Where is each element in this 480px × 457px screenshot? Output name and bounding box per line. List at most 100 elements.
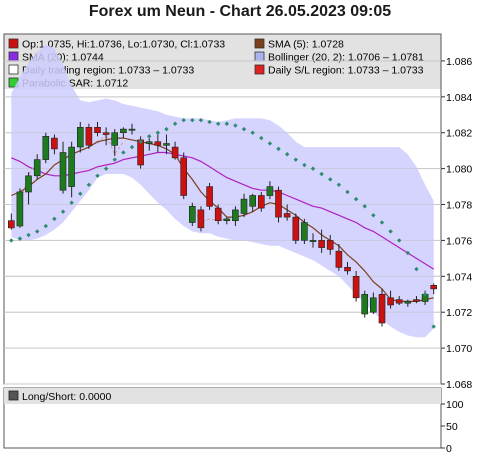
candle-bear — [326, 240, 334, 250]
sar-dot — [155, 130, 161, 135]
sar-dot — [147, 134, 152, 139]
sub-y-tick-label: 0 — [446, 443, 452, 455]
candle-bull — [42, 136, 50, 160]
sar-dot — [103, 166, 109, 171]
candle-bull — [25, 175, 32, 193]
sar-dot — [267, 141, 273, 146]
candle-bear — [102, 132, 110, 135]
y-tick-label: 1.070 — [446, 343, 472, 355]
price-series — [4, 44, 441, 385]
candle-bull — [240, 198, 248, 214]
sar-dot — [181, 117, 186, 123]
legend-swatch — [254, 51, 265, 62]
candle-bull — [68, 146, 75, 187]
sar-dot — [198, 117, 204, 123]
sar-dot — [328, 177, 333, 182]
y-tick-label: 1.074 — [446, 271, 472, 283]
candle-bull — [111, 132, 118, 146]
sar-dot — [293, 157, 298, 162]
sar-dot — [233, 123, 238, 128]
sar-dot — [259, 135, 264, 141]
candle-bull — [33, 159, 41, 177]
candle-bear — [378, 293, 386, 324]
sar-dot — [310, 166, 316, 171]
candle-bull — [404, 301, 412, 304]
candle-bull — [120, 128, 127, 134]
sar-dot — [60, 209, 66, 214]
sar-dot — [414, 266, 419, 272]
legend-entry: Bollinger (20, 2): 1.0706 – 1.0781 — [268, 52, 424, 64]
sar-dot — [224, 121, 230, 126]
sub-y-tick-label: 100 — [446, 399, 464, 411]
y-tick-label: 1.072 — [446, 307, 472, 319]
legend-swatch — [8, 64, 19, 75]
y-tick-label: 1.076 — [446, 235, 472, 247]
candle-bull — [301, 222, 308, 241]
candle-bear — [430, 284, 438, 290]
candle-bull — [77, 127, 84, 148]
y-tick-label: 1.078 — [446, 200, 472, 212]
sar-dot — [397, 238, 402, 243]
legend-swatch — [8, 51, 19, 62]
sub-axis: 100 50 0 — [441, 399, 464, 455]
candle-bull — [232, 209, 239, 221]
sub-legend-background — [4, 388, 441, 404]
candle-bear — [335, 250, 343, 268]
y-tick-label: 1.068 — [446, 379, 472, 391]
sma20-line — [11, 151, 435, 270]
sar-dot — [353, 196, 359, 202]
candle-bull — [145, 141, 153, 144]
sar-dot — [405, 250, 411, 256]
legend-entry: SMA (5): 1.0728 — [268, 39, 344, 51]
sar-dot — [26, 232, 31, 238]
candle-bear — [214, 207, 222, 222]
candle-bear — [292, 216, 300, 241]
sar-dot — [129, 144, 135, 150]
sma5-line — [11, 137, 434, 302]
candle-bear — [413, 299, 420, 302]
bollinger-band — [11, 44, 434, 338]
sar-dot — [34, 229, 40, 234]
sar-dot — [345, 189, 350, 195]
sar-dot — [379, 220, 385, 225]
candle-bull — [309, 240, 317, 242]
sub-legend-text: Long/Short: 0.0000 — [22, 391, 111, 403]
candle-bear — [8, 220, 15, 229]
sub-legend-swatch — [8, 390, 19, 401]
candle-bull — [163, 143, 170, 146]
sar-dot — [241, 126, 247, 132]
sar-dot — [422, 292, 428, 297]
legend-swatch — [254, 64, 265, 75]
sar-dot — [121, 150, 126, 155]
candle-bear — [395, 299, 403, 304]
candle-bear — [318, 240, 325, 248]
sar-dot — [95, 173, 100, 178]
candle-bear — [180, 157, 187, 196]
legend-entry: Op:1.0735, Hi:1.0736, Lo:1.0730, Cl:1.07… — [22, 39, 225, 51]
sar-dot — [69, 200, 74, 205]
candle-bear — [154, 141, 162, 146]
candle-bull — [361, 293, 369, 315]
price-axis: 1.068 1.070 1.072 1.074 1.076 1.078 1.080 1.082… — [441, 56, 472, 391]
sar-dot — [362, 204, 367, 209]
sar-dot — [371, 213, 376, 218]
sar-dot — [86, 182, 92, 187]
sar-dot — [431, 324, 436, 329]
sar-dot — [250, 130, 255, 135]
candle-bull — [223, 218, 231, 221]
sar-dot — [52, 216, 57, 222]
candle-bear — [257, 195, 265, 209]
sar-dot — [276, 146, 281, 152]
candle-bear — [94, 127, 101, 134]
sar-dot — [164, 126, 169, 132]
sar-dot — [17, 236, 23, 241]
sar-dot — [43, 223, 48, 229]
candle-bull — [16, 191, 24, 227]
sar-dot — [319, 171, 324, 177]
legend-swatch — [8, 38, 19, 49]
candle-bull — [189, 206, 196, 223]
candle-bull — [369, 297, 377, 313]
sar-dot — [336, 182, 342, 187]
y-tick-label: 1.086 — [446, 56, 472, 68]
candle-bear — [206, 186, 213, 207]
